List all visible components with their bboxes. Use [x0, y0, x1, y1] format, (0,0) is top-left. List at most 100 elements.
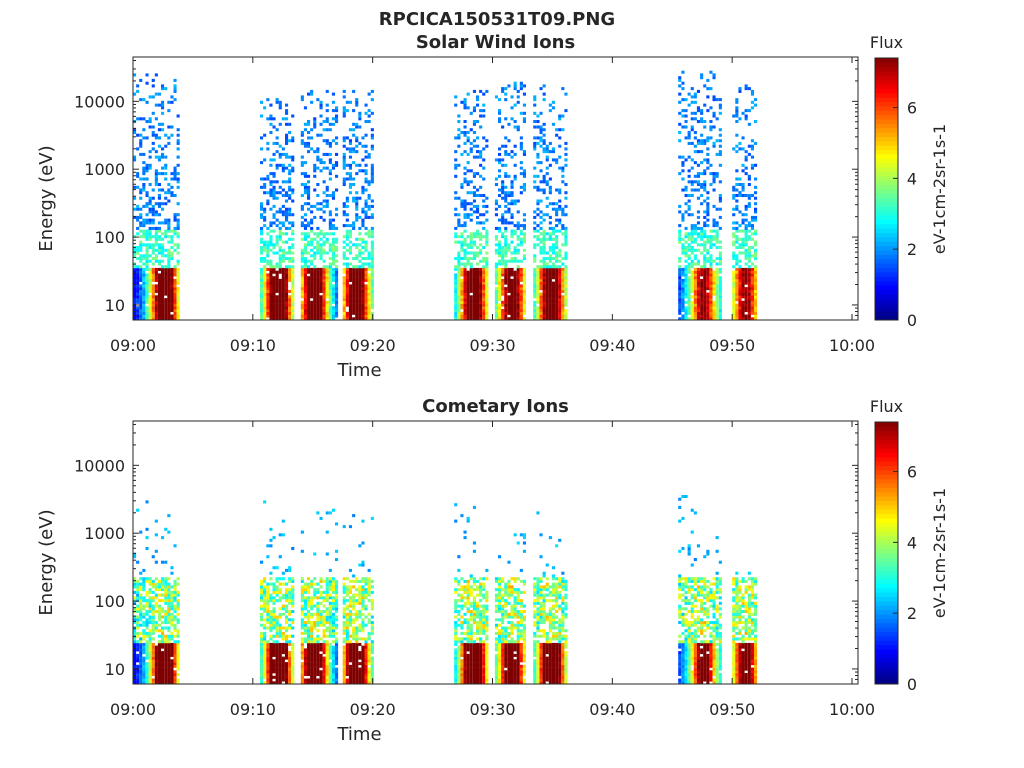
heatmap-cell	[313, 122, 317, 126]
heatmap-cell	[536, 284, 540, 288]
heatmap-cell	[145, 229, 149, 233]
heatmap-cell	[303, 289, 307, 293]
heatmap-cell	[136, 615, 140, 619]
heatmap-cell	[148, 596, 152, 600]
heatmap-cell	[352, 226, 356, 230]
heatmap-cell	[510, 229, 514, 233]
heatmap-cell	[142, 667, 146, 671]
heatmap-cell	[463, 317, 467, 321]
heatmap-cell	[266, 651, 270, 655]
heatmap-cell	[712, 259, 716, 263]
heatmap-cell	[696, 141, 700, 145]
heatmap-cell	[173, 278, 177, 282]
heatmap-cell	[370, 169, 374, 173]
heatmap-cell	[266, 621, 270, 625]
heatmap-cell	[504, 267, 508, 271]
heatmap-cell	[472, 273, 476, 277]
heatmap-cell	[738, 276, 742, 280]
heatmap-cell	[693, 289, 697, 293]
heatmap-cell	[348, 139, 352, 143]
heatmap-cell	[176, 221, 180, 225]
heatmap-cell	[507, 267, 511, 271]
heatmap-cell	[260, 267, 264, 271]
heatmap-cell	[342, 224, 346, 228]
heatmap-cell	[154, 92, 158, 96]
heatmap-cell	[145, 289, 149, 293]
colorbar-segment	[875, 171, 898, 177]
heatmap-cell	[747, 309, 751, 313]
heatmap-cell	[712, 270, 716, 274]
heatmap-cell	[738, 306, 742, 310]
heatmap-cell	[300, 232, 304, 236]
heatmap-cell	[510, 311, 514, 315]
heatmap-cell	[687, 169, 691, 173]
heatmap-cell	[173, 618, 177, 622]
heatmap-cell	[539, 295, 543, 299]
heatmap-cell	[564, 213, 568, 217]
colorbar-segment	[875, 158, 898, 164]
heatmap-cell	[718, 311, 722, 315]
heatmap-cell	[472, 232, 476, 236]
heatmap-cell	[754, 292, 758, 296]
heatmap-cell	[164, 626, 168, 630]
heatmap-cell	[148, 317, 152, 321]
heatmap-cell	[754, 309, 758, 313]
heatmap-cell	[498, 169, 502, 173]
heatmap-cell	[561, 257, 565, 261]
heatmap-cell	[476, 103, 480, 107]
heatmap-cell	[355, 265, 359, 269]
heatmap-cell	[709, 298, 713, 302]
heatmap-cell	[693, 278, 697, 282]
colorbar-segment	[875, 62, 898, 68]
heatmap-cell	[738, 251, 742, 255]
heatmap-cell	[263, 662, 267, 666]
heatmap-cell	[536, 125, 540, 129]
heatmap-cell	[561, 114, 565, 118]
heatmap-cell	[148, 232, 152, 236]
heatmap-cell	[738, 243, 742, 247]
heatmap-cell	[747, 276, 751, 280]
heatmap-cell	[539, 188, 543, 192]
heatmap-cell	[133, 265, 137, 269]
heatmap-cell	[469, 191, 473, 195]
heatmap-cell	[504, 311, 508, 315]
heatmap-cell	[310, 204, 314, 208]
heatmap-cell	[542, 232, 546, 236]
heatmap-cell	[522, 218, 526, 222]
heatmap-cell	[718, 317, 722, 321]
heatmap-cell	[173, 287, 177, 291]
heatmap-cell	[139, 659, 143, 663]
heatmap-cell	[747, 177, 751, 181]
heatmap-cell	[260, 634, 264, 638]
heatmap-cell	[687, 155, 691, 159]
heatmap-cell	[498, 311, 502, 315]
heatmap-cell	[696, 259, 700, 263]
heatmap-cell	[325, 317, 329, 321]
heatmap-cell	[151, 667, 155, 671]
heatmap-cell	[482, 158, 486, 162]
heatmap-cell	[504, 199, 508, 203]
heatmap-cell	[735, 120, 739, 124]
heatmap-cell	[522, 257, 526, 261]
heatmap-cell	[322, 278, 326, 282]
heatmap-cell	[539, 298, 543, 302]
heatmap-cell	[331, 267, 335, 271]
heatmap-cell	[561, 174, 565, 178]
heatmap-cell	[519, 147, 523, 151]
heatmap-cell	[288, 226, 292, 230]
heatmap-cell	[176, 251, 180, 255]
heatmap-cell	[482, 166, 486, 170]
heatmap-cell	[545, 158, 549, 162]
heatmap-cell	[542, 300, 546, 304]
heatmap-cell	[164, 577, 168, 581]
heatmap-cell	[482, 226, 486, 230]
heatmap-cell	[139, 295, 143, 299]
heatmap-cell	[266, 664, 270, 668]
heatmap-cell	[454, 103, 458, 107]
heatmap-cell	[269, 259, 273, 263]
heatmap-cell	[735, 259, 739, 263]
heatmap-cell	[494, 265, 498, 269]
heatmap-cell	[690, 87, 694, 91]
heatmap-cell	[328, 248, 332, 252]
heatmap-cell	[167, 642, 171, 646]
